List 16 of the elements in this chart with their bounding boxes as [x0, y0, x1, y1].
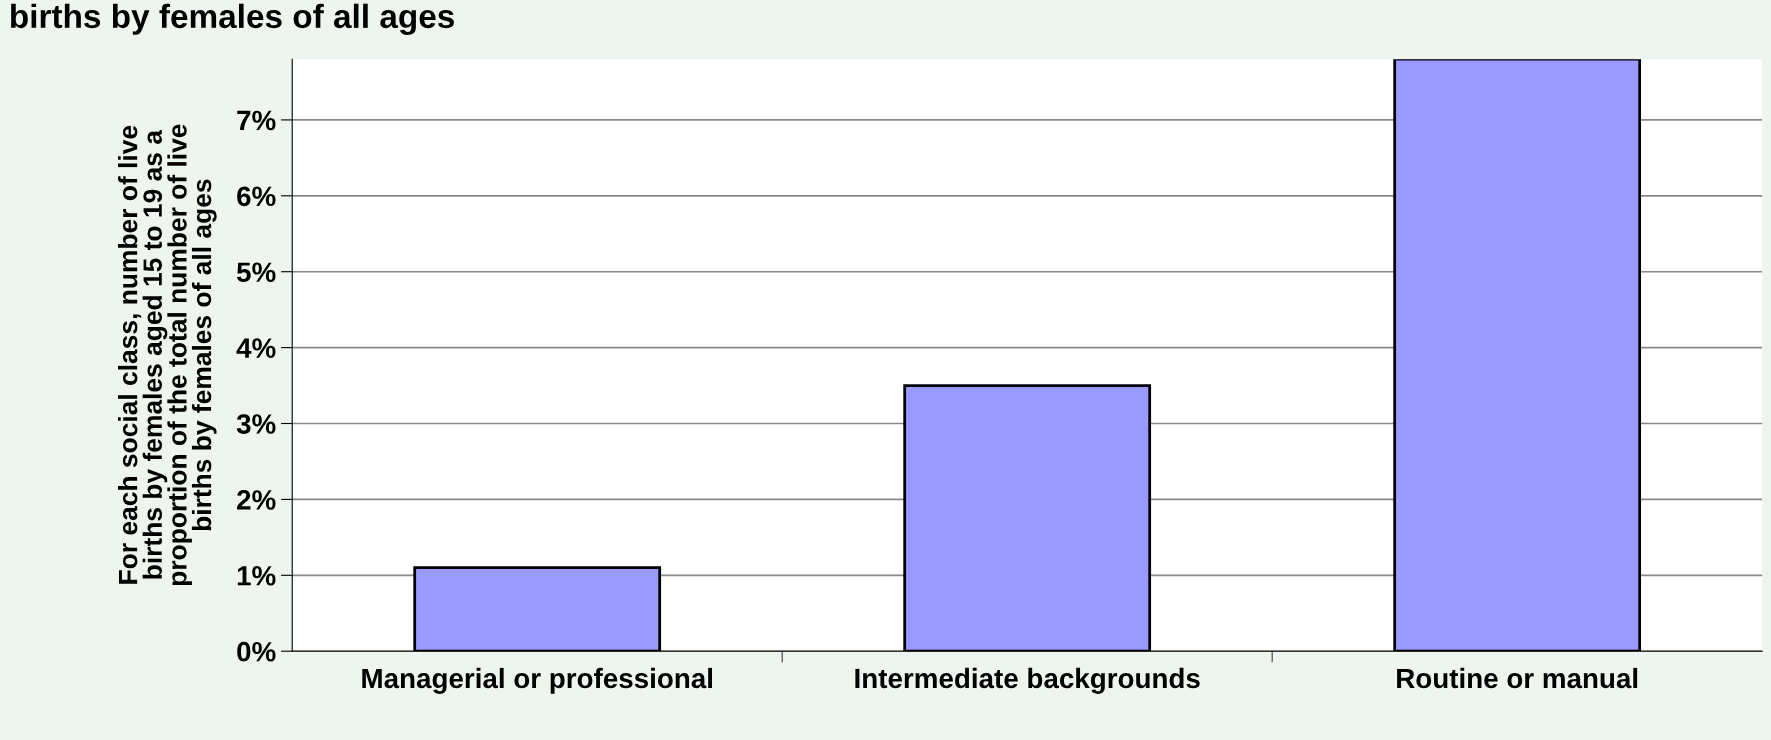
x-tick-label: Routine or manual: [1397, 667, 1638, 689]
bar: [903, 384, 1152, 652]
y-tick-label: 5%: [236, 262, 276, 283]
chart-title: births by females of all ages: [11, 3, 454, 35]
y-tick-label: 2%: [237, 490, 276, 510]
y-tick-label: 4%: [236, 338, 276, 358]
y-tick-label: 0%: [237, 641, 276, 662]
x-tick-label: Managerial or professional: [362, 667, 712, 694]
x-tick-label: Intermediate backgrounds: [855, 667, 1200, 694]
y-tick-label: 7%: [237, 110, 276, 131]
y-axis-title: For each social class, number of live births by females aged 15 to 19 as a proportion of the total number of live births by females of all ages: [118, 124, 217, 586]
bar: [1393, 59, 1642, 652]
y-tick-label: 3%: [236, 414, 276, 434]
y-tick-label: 1%: [237, 566, 276, 586]
y-tick-label: 6%: [237, 186, 276, 207]
bar: [413, 566, 662, 652]
